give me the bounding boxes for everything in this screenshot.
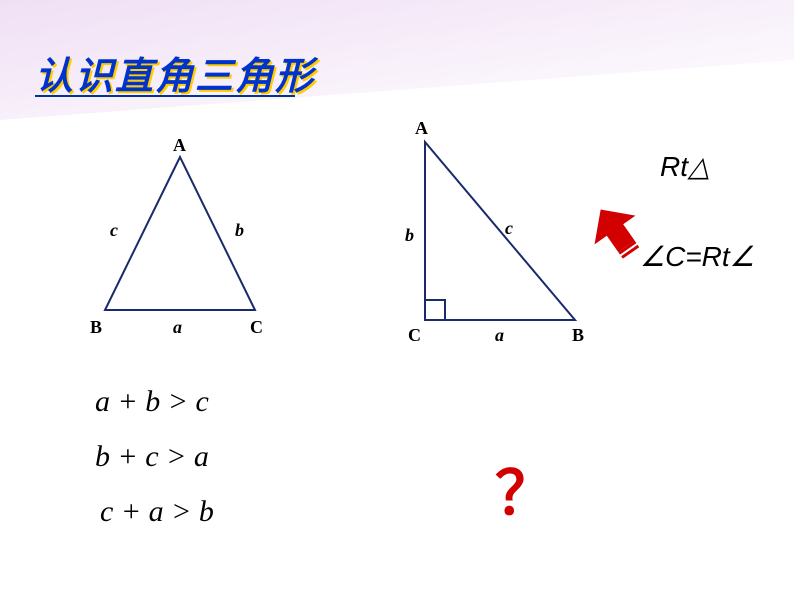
side-a-left: a — [173, 317, 182, 338]
side-a-right: a — [495, 325, 504, 346]
inequality-3: c + a > b — [100, 495, 214, 529]
vertex-c-right: C — [408, 325, 421, 346]
vertex-a-right: A — [415, 118, 428, 139]
rt-triangle-label: Rt△ — [660, 150, 710, 183]
side-b-right: b — [405, 225, 414, 246]
side-c-right: c — [505, 218, 513, 239]
vertex-c-left: C — [250, 317, 263, 338]
general-triangle: A B C c b a — [95, 145, 265, 330]
vertex-b-left: B — [90, 317, 102, 338]
inequality-1: a + b > c — [95, 385, 209, 419]
vertex-a-left: A — [173, 135, 186, 156]
inequality-2: b + c > a — [95, 440, 209, 474]
right-angle-triangle: A C B b c a — [410, 130, 590, 335]
title-underline — [35, 95, 295, 97]
side-b-left: b — [235, 220, 244, 241]
page-title: 认识直角三角形 — [35, 45, 315, 100]
question-mark: ？ — [495, 445, 555, 532]
vertex-b-right: B — [572, 325, 584, 346]
side-c-left: c — [110, 220, 118, 241]
angle-c-label: ∠C=Rt∠ — [640, 240, 755, 273]
